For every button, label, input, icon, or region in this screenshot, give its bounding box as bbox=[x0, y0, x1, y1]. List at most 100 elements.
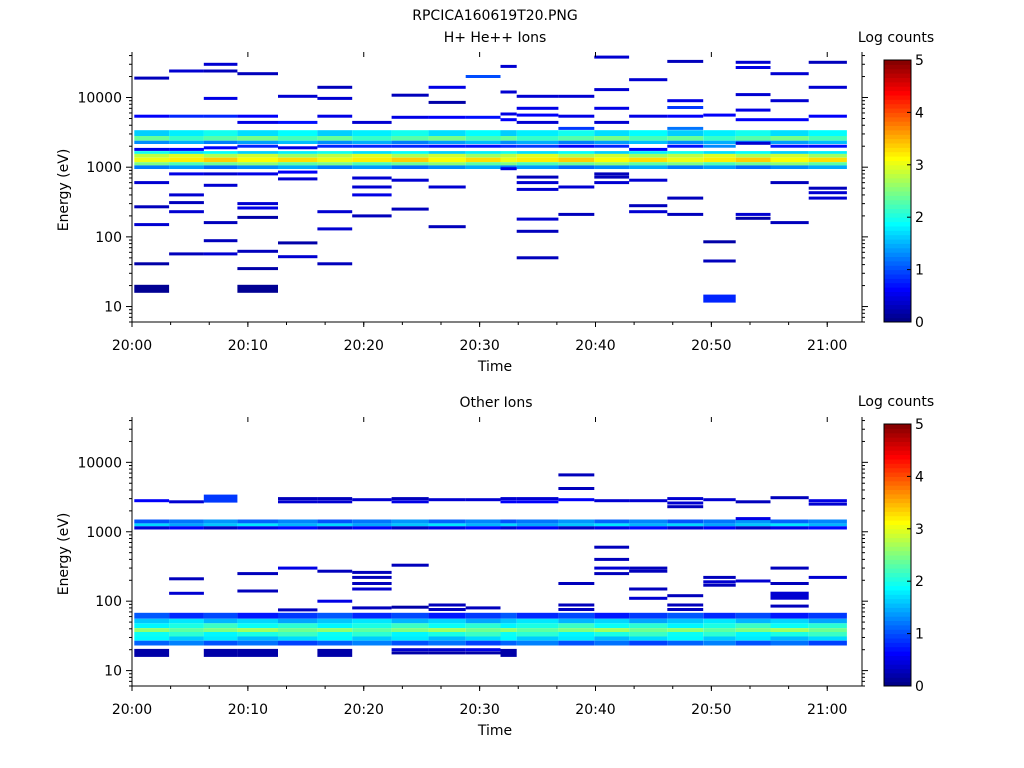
colorbar-segment bbox=[884, 641, 911, 648]
heatmap-band-cell bbox=[317, 136, 353, 141]
heatmap-band-cell bbox=[203, 640, 238, 646]
colorbar-segment bbox=[884, 558, 911, 565]
heatmap-cell bbox=[391, 605, 429, 609]
heatmap-band-cell bbox=[278, 526, 318, 530]
colorbar-segment bbox=[884, 251, 911, 257]
heatmap-band-cell bbox=[134, 165, 170, 169]
heatmap-cell bbox=[237, 144, 278, 148]
heatmap-band-cell bbox=[594, 636, 630, 641]
colorbar-segment bbox=[884, 194, 911, 201]
heatmap-cell bbox=[278, 170, 318, 174]
heatmap-cell bbox=[169, 147, 204, 151]
heatmap-band-cell bbox=[770, 151, 809, 154]
heatmap-band-cell bbox=[134, 153, 170, 158]
heatmap-band-cell bbox=[203, 523, 238, 527]
heatmap-cell bbox=[317, 500, 353, 504]
heatmap-band-cell bbox=[391, 636, 429, 641]
heatmap-band-cell bbox=[703, 623, 736, 629]
heatmap-band-cell bbox=[500, 140, 517, 144]
heatmap-band-cell bbox=[237, 157, 278, 163]
colorbar-segment bbox=[884, 81, 911, 87]
heatmap-band-cell bbox=[169, 636, 204, 641]
heatmap-cell bbox=[500, 90, 517, 94]
heatmap-band-cell bbox=[770, 628, 809, 632]
heatmap-cell bbox=[500, 167, 517, 171]
heatmap-cell bbox=[667, 505, 704, 509]
heatmap-cell bbox=[203, 239, 238, 243]
heatmap-band-cell bbox=[667, 632, 704, 637]
heatmap-cell bbox=[169, 252, 204, 256]
heatmap-cell bbox=[237, 172, 278, 176]
heatmap-band-cell bbox=[352, 153, 392, 158]
heatmap-band-cell bbox=[465, 151, 501, 154]
heatmap-band-cell bbox=[391, 165, 429, 169]
heatmap-cell bbox=[278, 497, 318, 501]
colorbar-segment bbox=[884, 264, 911, 271]
heatmap-cell bbox=[808, 114, 847, 118]
heatmap-cell bbox=[558, 212, 595, 216]
colorbar-segment bbox=[884, 98, 911, 105]
heatmap-band-cell bbox=[169, 165, 204, 169]
heatmap-band-cell bbox=[629, 162, 668, 166]
plot-area-bottom: 20:00 20:10 20:20 20:30 20:40 20:50 21:00 10 100… bbox=[77, 417, 868, 718]
heatmap-band-cell bbox=[465, 162, 501, 166]
heatmap-cell bbox=[703, 294, 736, 303]
x-tick-label: 20:40 bbox=[575, 338, 615, 354]
heatmap-band-cell bbox=[465, 136, 501, 141]
heatmap-band-cell bbox=[465, 165, 501, 169]
heatmap-band-cell bbox=[317, 140, 353, 144]
colorbar-segment bbox=[884, 554, 911, 560]
heatmap-band-cell bbox=[391, 623, 429, 629]
heatmap-cell bbox=[203, 183, 238, 187]
heatmap-cell bbox=[391, 144, 429, 148]
heatmap-cell bbox=[317, 144, 353, 148]
y-tick-label: 100 bbox=[95, 230, 122, 246]
heatmap-cell bbox=[594, 106, 630, 110]
x-tick-label: 20:30 bbox=[459, 702, 499, 718]
heatmap-band-cell bbox=[703, 523, 736, 527]
colorbar-segment bbox=[884, 116, 911, 122]
heatmap-band-cell bbox=[629, 618, 668, 624]
heatmap-band-cell bbox=[317, 153, 353, 158]
heatmap-band-cell bbox=[516, 519, 559, 524]
heatmap-cell bbox=[134, 76, 170, 80]
colorbar-segment bbox=[884, 454, 911, 460]
heatmap-band-cell bbox=[134, 523, 170, 527]
colorbar-segment bbox=[884, 545, 911, 552]
heatmap-band-cell bbox=[428, 162, 466, 166]
colorbar-segment bbox=[884, 489, 911, 495]
heatmap-cell bbox=[516, 256, 559, 260]
x-tick-label: 20:00 bbox=[112, 338, 152, 354]
heatmap-band-cell bbox=[667, 153, 704, 158]
heatmap-band-cell bbox=[134, 640, 170, 646]
heatmap-band-cell bbox=[667, 618, 704, 624]
heatmap-band-cell bbox=[317, 632, 353, 637]
heatmap-band-cell bbox=[391, 162, 429, 166]
colorbar-segment bbox=[884, 85, 911, 92]
heatmap-cell bbox=[735, 141, 771, 145]
heatmap-band-cell bbox=[516, 157, 559, 163]
colorbar-segment bbox=[884, 528, 911, 534]
heatmap-band-cell bbox=[703, 632, 736, 637]
colorbar-segment bbox=[884, 72, 911, 78]
heatmap-cell bbox=[500, 648, 517, 657]
heatmap-band-cell bbox=[594, 165, 630, 169]
colorbar-tick-label: 1 bbox=[915, 627, 924, 643]
heatmap-band-cell bbox=[629, 640, 668, 646]
heatmap-band-cell bbox=[500, 136, 517, 141]
colorbar-segment bbox=[884, 659, 911, 665]
heatmap-band-cell bbox=[558, 519, 595, 524]
heatmap-band-cell bbox=[428, 612, 466, 619]
colorbar-segment bbox=[884, 580, 911, 587]
heatmap-band-cell bbox=[808, 523, 847, 527]
colorbar-segment bbox=[884, 589, 911, 595]
heatmap-cell bbox=[352, 193, 392, 197]
heatmap-cell bbox=[352, 587, 392, 591]
heatmap-cell bbox=[428, 115, 466, 119]
heatmap-cell bbox=[203, 62, 238, 66]
heatmap-cell bbox=[667, 114, 704, 118]
heatmap-band-cell bbox=[317, 640, 353, 646]
colorbar-bottom: 0 1 2 3 4 5 bbox=[883, 417, 924, 695]
heatmap-band-cell bbox=[203, 618, 238, 624]
